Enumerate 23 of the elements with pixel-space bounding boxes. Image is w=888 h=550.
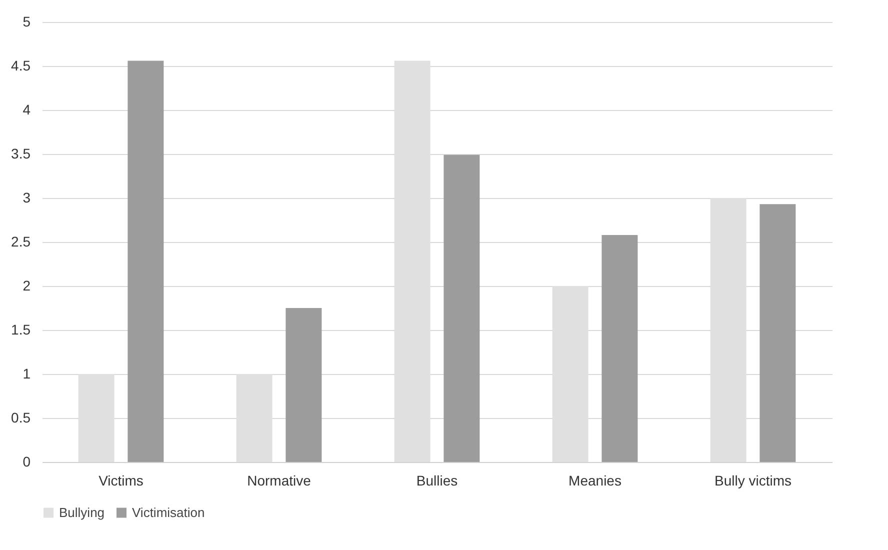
bar (444, 154, 480, 462)
x-tick-label: Meanies (568, 472, 622, 488)
x-tick-label: Bullies (416, 472, 458, 488)
y-tick-label: 4.5 (11, 58, 31, 74)
y-tick-label: 2.5 (11, 234, 31, 250)
y-tick-label: 2 (22, 278, 31, 294)
y-tick-label: 1.5 (11, 322, 31, 338)
bar (128, 60, 164, 462)
x-tick-label: Bully victims (714, 472, 792, 488)
y-tick-label: 0 (22, 454, 31, 470)
y-tick-label: 5 (22, 14, 31, 30)
x-tick-label: Victims (98, 472, 144, 488)
legend-label: Victimisation (132, 504, 205, 520)
y-tick-label: 3.5 (11, 146, 31, 162)
y-tick-label: 0.5 (11, 410, 31, 426)
bar (286, 308, 322, 462)
x-tick-label: Normative (247, 472, 312, 488)
bar (602, 234, 638, 462)
y-tick-label: 4 (22, 102, 31, 118)
legend-label: Bullying (59, 504, 105, 520)
y-tick-label: 3 (22, 190, 31, 206)
y-tick-label: 1 (22, 366, 31, 382)
bar (760, 204, 796, 462)
